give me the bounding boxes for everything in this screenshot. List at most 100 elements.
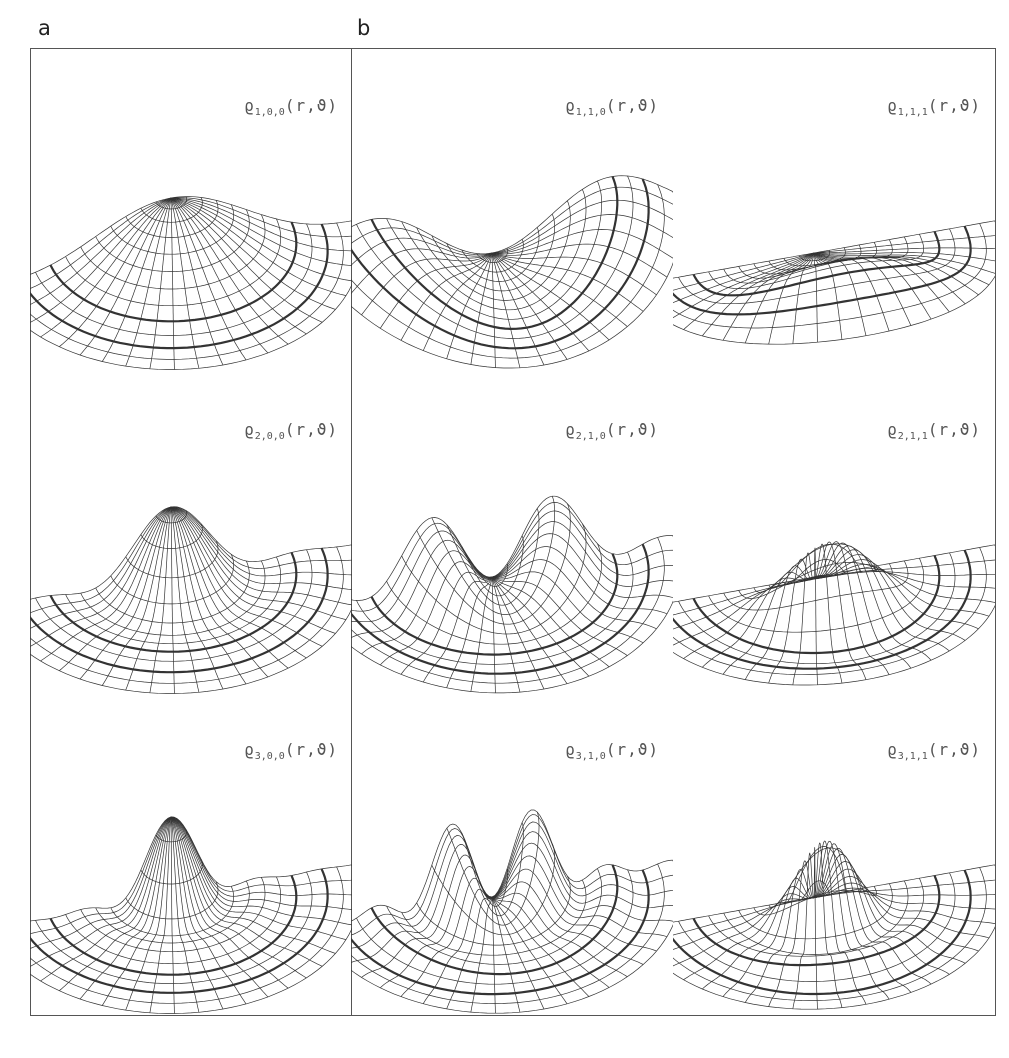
surface-spoke-line	[351, 530, 493, 623]
surface-arc-emphasis	[673, 225, 972, 316]
surface-arc-line	[80, 877, 266, 953]
panel-a-letter: a	[38, 16, 51, 40]
plot-rho-2-1-1: ϱ2,1,1(r,ϑ)	[673, 416, 995, 738]
surface-plot-rho-1-1-0	[351, 175, 673, 369]
surface-arc-emphasis	[692, 231, 941, 297]
surface-arc-emphasis	[49, 221, 298, 323]
surface-spoke-line	[491, 821, 673, 898]
surface-arc-line	[65, 876, 281, 965]
surface-arc-line	[446, 227, 540, 282]
surface-spoke-line	[491, 252, 496, 368]
surface-spoke-line	[492, 855, 668, 938]
surface-arc-line	[753, 543, 878, 593]
plot-rho-2-1-0: ϱ2,1,0(r,ϑ)	[351, 416, 673, 738]
surface-spoke-line	[673, 896, 815, 967]
surface-spoke-line	[722, 877, 815, 997]
surface-arc-line	[30, 222, 344, 360]
surface-arc-emphasis	[692, 555, 941, 655]
surface-spoke-line	[673, 252, 815, 304]
surface-arc-emphasis	[30, 547, 329, 674]
surface-arc-emphasis	[351, 543, 650, 675]
surface-arc-line	[673, 867, 987, 1001]
surface-arc-line	[416, 503, 571, 625]
plot-rho-2-0-0: ϱ2,0,0(r,ϑ)	[30, 416, 352, 738]
surface-spoke-line	[101, 197, 172, 362]
surface-group	[351, 175, 673, 369]
surface-arc-line	[140, 859, 203, 885]
surface-spoke-line	[491, 252, 568, 360]
surface-arc-line	[386, 180, 602, 320]
surface-arc-line	[798, 574, 831, 582]
surface-spoke-line	[30, 197, 172, 275]
surface-arc-line	[30, 220, 352, 370]
surface-spoke-line	[30, 197, 172, 289]
surface-arc-line	[431, 496, 556, 615]
surface-spoke-line	[351, 828, 493, 936]
surface-arc-line	[476, 868, 509, 907]
surface-arc-line	[401, 523, 587, 635]
surface-arc-line	[351, 535, 673, 694]
surface-spoke-line	[351, 522, 493, 612]
surface-spoke-line	[170, 506, 175, 694]
surface-arc-line	[673, 547, 987, 676]
surface-spoke-line	[170, 197, 224, 366]
surface-arc-emphasis	[370, 864, 619, 976]
surface-arc-line	[461, 239, 524, 273]
surface-spoke-line	[673, 576, 815, 630]
surface-spoke-line	[40, 197, 172, 338]
surface-spoke-line	[491, 831, 673, 909]
surface-plot-rho-3-1-1	[673, 840, 995, 1010]
plot-rho-1-0-0: ϱ1,0,0(r,ϑ)	[30, 92, 352, 414]
surface-arc-line	[125, 200, 219, 238]
surface-arc-line	[356, 869, 634, 985]
surface-spoke-line	[170, 816, 224, 1010]
surface-group	[673, 220, 995, 345]
surface-arc-line	[30, 864, 352, 1014]
surface-arc-line	[461, 535, 524, 597]
surface-arc-line	[708, 234, 924, 289]
surface-arc-line	[351, 184, 665, 359]
surface-spoke-line	[351, 844, 493, 963]
surface-arc-emphasis	[673, 549, 972, 670]
surface-spoke-line	[768, 558, 815, 684]
surface-spoke-line	[491, 252, 610, 341]
surface-spoke-line	[813, 842, 843, 1008]
surface-arc-line	[723, 560, 909, 611]
surface-arc-line	[30, 546, 344, 684]
surface-spoke-line	[30, 506, 172, 629]
surface-arc-line	[95, 880, 250, 944]
surface-arc-line	[431, 843, 556, 936]
surface-spoke-line	[491, 576, 590, 677]
surface-arc-line	[110, 204, 235, 255]
surface-arc-line	[768, 244, 862, 271]
surface-plot-rho-3-0-0	[30, 816, 352, 1014]
surface-arc-line	[386, 868, 602, 965]
surface-group	[673, 840, 995, 1010]
surface-spoke-line	[170, 816, 352, 897]
surface-arc-line	[678, 552, 956, 665]
surface-arc-line	[110, 554, 235, 605]
surface-arc-emphasis	[30, 868, 329, 994]
surface-spoke-line	[149, 197, 172, 369]
surface-arc-line	[95, 209, 250, 272]
surface-arc-emphasis	[30, 223, 329, 350]
surface-arc-line	[678, 228, 956, 305]
plot-label: ϱ2,1,0(r,ϑ)	[565, 420, 659, 443]
surface-spoke-line	[170, 197, 269, 354]
surface-arc-line	[476, 563, 509, 587]
surface-arc-line	[125, 881, 219, 920]
plot-label: ϱ1,1,1(r,ϑ)	[887, 96, 981, 119]
surface-spoke-line	[491, 576, 521, 693]
surface-arc-line	[155, 829, 188, 843]
surface-arc-emphasis	[351, 178, 650, 350]
surface-spoke-line	[170, 506, 224, 690]
surface-arc-line	[35, 549, 313, 662]
surface-spoke-line	[170, 816, 352, 910]
surface-spoke-line	[683, 576, 815, 659]
surface-spoke-line	[768, 860, 815, 1007]
plot-label: ϱ3,1,0(r,ϑ)	[565, 740, 659, 763]
plot-label: ϱ2,0,0(r,ϑ)	[244, 420, 338, 443]
surface-arc-line	[65, 218, 281, 307]
surface-spoke-line	[30, 506, 172, 600]
surface-spoke-line	[30, 506, 172, 614]
